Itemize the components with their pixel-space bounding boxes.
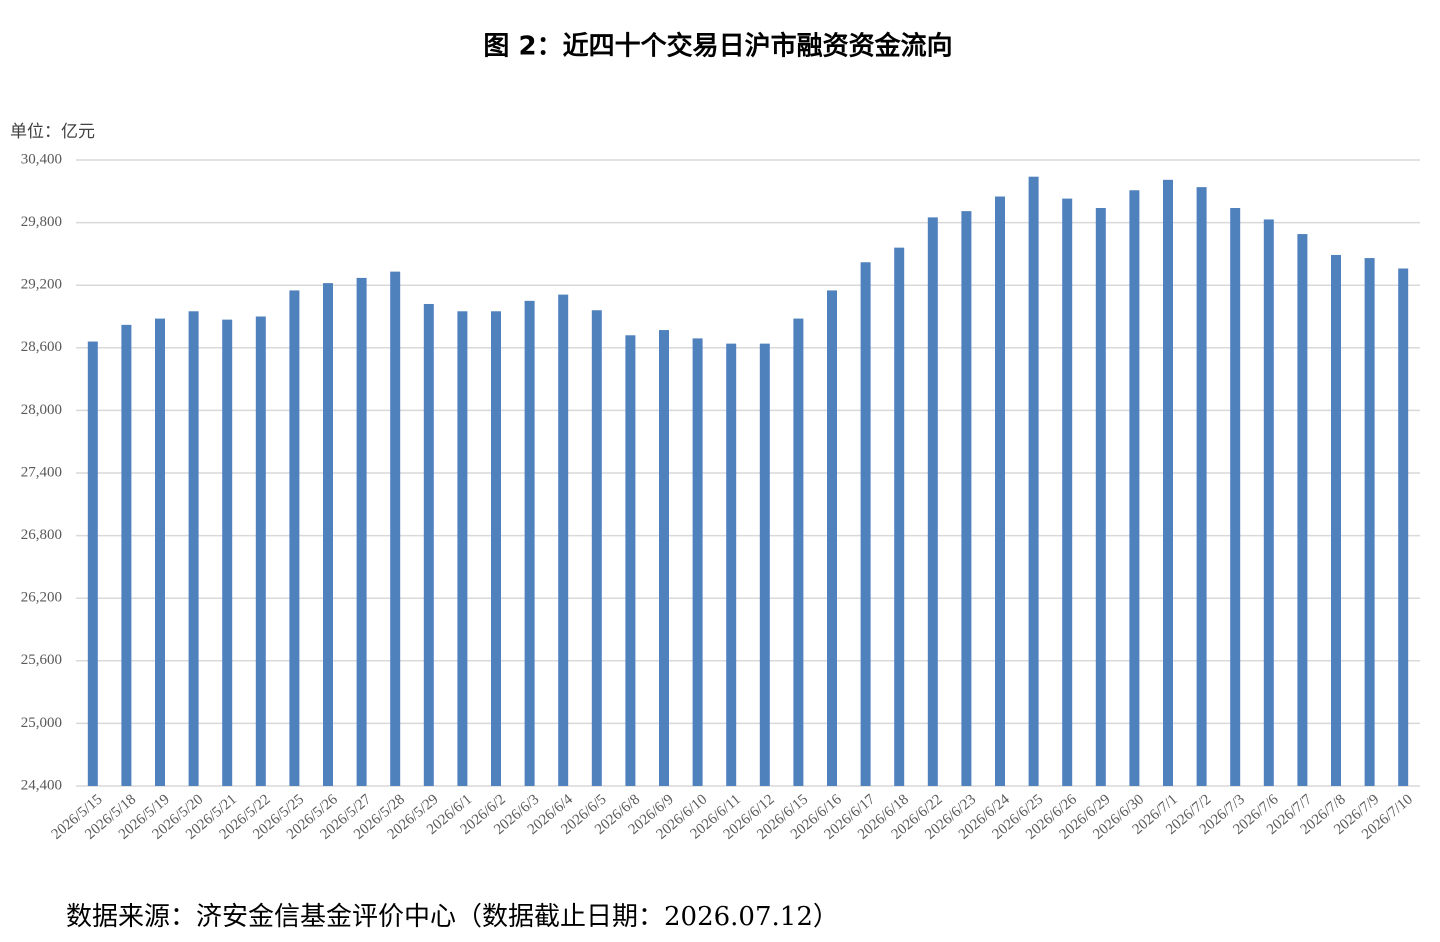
- bar: [759, 343, 770, 786]
- unit-label: 单位：亿元: [10, 122, 95, 142]
- bar: [1263, 219, 1274, 787]
- bar: [1297, 234, 1308, 786]
- bar: [121, 324, 132, 786]
- y-tick-label: 30,400: [21, 151, 62, 167]
- y-tick-label: 25,000: [21, 715, 62, 731]
- bar: [188, 311, 199, 786]
- bar: [827, 290, 837, 786]
- y-tick-label: 25,600: [21, 652, 62, 668]
- bar: [860, 262, 871, 786]
- bar: [692, 338, 703, 786]
- bar: [625, 335, 636, 786]
- bar: [961, 211, 972, 786]
- bar: [1062, 198, 1073, 786]
- bar: [390, 271, 401, 786]
- bar: [591, 310, 602, 786]
- bar: [1331, 254, 1341, 786]
- bar: [524, 300, 535, 786]
- y-tick-label: 28,600: [21, 339, 62, 355]
- bar: [457, 311, 468, 786]
- y-tick-label: 29,200: [21, 277, 62, 293]
- bar: [1230, 207, 1241, 786]
- y-tick-label: 29,800: [21, 214, 62, 230]
- bar: [255, 316, 266, 786]
- bar: [222, 319, 233, 786]
- y-tick-label: 26,200: [21, 590, 62, 606]
- y-tick-label: 27,400: [21, 464, 62, 480]
- bar: [659, 330, 669, 786]
- bar: [995, 196, 1005, 786]
- bar: [155, 318, 165, 786]
- bar: [1163, 179, 1173, 786]
- y-tick-label: 26,800: [21, 527, 62, 543]
- bar: [726, 343, 737, 786]
- chart-title: 图 2：近四十个交易日沪市融资资金流向: [483, 31, 952, 62]
- y-tick-label: 28,000: [21, 402, 62, 418]
- bar: [894, 247, 905, 786]
- bar: [1398, 268, 1409, 786]
- bar: [423, 303, 434, 786]
- bar: [927, 217, 938, 787]
- bar: [1196, 187, 1207, 787]
- bar: [323, 283, 333, 786]
- bar: [1129, 190, 1140, 787]
- bar: [491, 311, 501, 786]
- bar: [1028, 176, 1039, 786]
- bar: [558, 294, 569, 786]
- bar: [1095, 207, 1106, 786]
- source-note: 数据来源：济安金信基金评价中心（数据截止日期：2026.07.12）: [66, 902, 839, 932]
- bar: [289, 290, 300, 786]
- bar: [356, 277, 367, 786]
- bar: [1364, 258, 1375, 786]
- y-tick-label: 24,400: [21, 777, 62, 793]
- bar: [793, 318, 804, 786]
- bar: [87, 341, 98, 786]
